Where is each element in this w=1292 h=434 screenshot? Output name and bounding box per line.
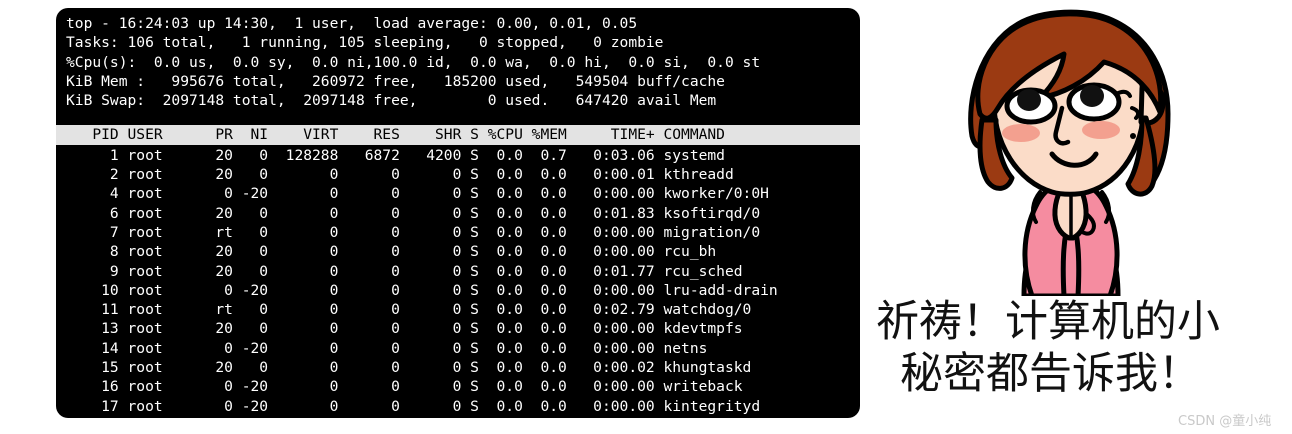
left-blush	[1002, 124, 1040, 142]
table-row[interactable]: 7 root rt 0 0 0 0 S 0.0 0.0 0:00.00 migr…	[66, 223, 761, 241]
top-summary-line-uptime: top - 16:24:03 up 14:30, 1 user, load av…	[66, 15, 638, 32]
hair-front	[975, 11, 1164, 121]
process-table-body: 1 root 20 0 128288 6872 4200 S 0.0 0.7 0…	[56, 145, 860, 418]
table-row[interactable]: 8 root 20 0 0 0 0 S 0.0 0.0 0:00.00 rcu_…	[66, 243, 717, 261]
right-pupil	[1080, 85, 1104, 107]
caption-text: 祈祷！计算机的小 秘密都告诉我！	[862, 296, 1282, 400]
mouth	[1049, 151, 1099, 168]
table-row[interactable]: 16 root 0 -20 0 0 0 S 0.0 0.0 0:00.00 wr…	[66, 378, 743, 396]
caption-line-1: 祈祷！计算机的小	[876, 297, 1220, 347]
table-row[interactable]: 1 root 20 0 128288 6872 4200 S 0.0 0.7 0…	[66, 146, 725, 164]
table-row[interactable]: 2 root 20 0 0 0 0 S 0.0 0.0 0:00.01 kthr…	[66, 166, 734, 184]
praying-girl-illustration	[936, 0, 1206, 299]
top-summary-line-mem: KiB Mem : 995676 total, 260972 free, 185…	[66, 72, 725, 90]
process-table-header-text: PID USER PR NI VIRT RES SHR S %CPU %MEM …	[66, 126, 725, 144]
top-summary-block: top - 16:24:03 up 14:30, 1 user, load av…	[56, 14, 860, 116]
table-row[interactable]: 18 root 0 -20 0 0 0 S 0.0 0.0 0:00.00 bi…	[56, 416, 860, 418]
left-sleeve-fold	[1030, 190, 1042, 224]
table-row[interactable]: 10 root 0 -20 0 0 0 S 0.0 0.0 0:00.00 lr…	[66, 281, 778, 299]
summary-table-divider	[56, 116, 860, 125]
nose	[1053, 105, 1071, 146]
process-table-header-row: PID USER PR NI VIRT RES SHR S %CPU %MEM …	[56, 125, 860, 145]
right-eyelash	[1114, 89, 1132, 98]
right-side-lock	[1125, 115, 1158, 197]
right-blush	[1082, 121, 1120, 139]
table-row[interactable]: 14 root 0 -20 0 0 0 S 0.0 0.0 0:00.00 ne…	[66, 339, 708, 357]
terminal-window[interactable]: top - 16:24:03 up 14:30, 1 user, load av…	[56, 8, 860, 418]
top-summary-line-swap: KiB Swap: 2097148 total, 2097148 free, 0…	[66, 92, 717, 110]
table-row[interactable]: 17 root 0 -20 0 0 0 S 0.0 0.0 0:00.00 ki…	[66, 397, 761, 415]
table-row[interactable]: 6 root 20 0 0 0 0 S 0.0 0.0 0:01.83 ksof…	[66, 204, 761, 222]
caption-line-2: 秘密都告诉我！	[900, 349, 1201, 399]
left-side-lock	[977, 117, 1015, 191]
top-summary-line-cpu: %Cpu(s): 0.0 us, 0.0 sy, 0.0 ni,100.0 id…	[66, 53, 761, 71]
csdn-watermark: CSDN @童小纯	[1178, 414, 1272, 429]
right-sleeve-fold	[1100, 190, 1112, 224]
beauty-mark	[1130, 133, 1136, 139]
table-row[interactable]: 13 root 20 0 0 0 0 S 0.0 0.0 0:00.00 kde…	[66, 320, 743, 338]
table-row[interactable]: 15 root 20 0 0 0 0 S 0.0 0.0 0:00.02 khu…	[66, 359, 752, 377]
table-row[interactable]: 9 root 20 0 0 0 0 S 0.0 0.0 0:01.77 rcu_…	[66, 262, 743, 280]
table-row[interactable]: 11 root rt 0 0 0 0 S 0.0 0.0 0:02.79 wat…	[66, 301, 752, 319]
left-pupil	[1017, 89, 1041, 111]
cheek-line	[1130, 106, 1141, 120]
top-summary-line-tasks: Tasks: 106 total, 1 running, 105 sleepin…	[66, 34, 664, 52]
terminal-content: top - 16:24:03 up 14:30, 1 user, load av…	[56, 8, 860, 418]
table-row[interactable]: 4 root 0 -20 0 0 0 S 0.0 0.0 0:00.00 kwo…	[66, 185, 769, 203]
